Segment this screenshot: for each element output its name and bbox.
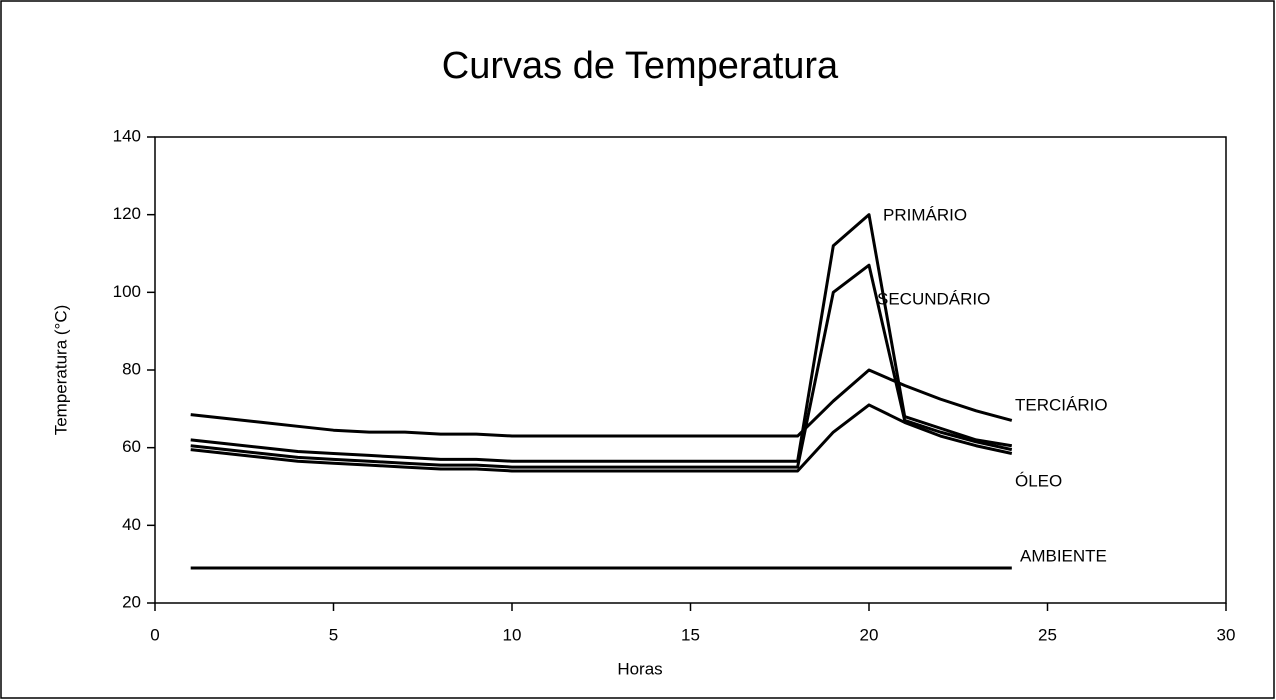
series-label: ÓLEO: [1015, 471, 1062, 490]
series-line: [190, 403, 1013, 473]
y-axis-label: Temperatura (°C): [51, 305, 70, 436]
y-tick-label: 80: [122, 359, 141, 378]
series-label: PRIMÁRIO: [883, 205, 967, 224]
series-label: AMBIENTE: [1020, 546, 1107, 565]
series-line: [190, 213, 1013, 463]
y-tick-label: 100: [113, 282, 141, 301]
x-tick-label: 20: [860, 625, 879, 644]
y-tick-label: 120: [113, 204, 141, 223]
plot-area: [154, 136, 1227, 604]
y-tick-label: 60: [122, 437, 141, 456]
x-tick-label: 15: [681, 625, 700, 644]
chart-title: Curvas de Temperatura: [442, 45, 839, 87]
series-line: [190, 368, 1013, 438]
x-tick-label: 0: [150, 625, 159, 644]
y-tick-label: 140: [113, 126, 141, 145]
x-tick-label: 10: [503, 625, 522, 644]
x-tick-label: 5: [329, 625, 338, 644]
y-tick-label: 20: [122, 592, 141, 611]
x-tick-label: 25: [1038, 625, 1057, 644]
series-label: SECUNDÁRIO: [877, 289, 990, 308]
x-tick-label: 30: [1217, 625, 1236, 644]
x-axis-label: Horas: [617, 659, 662, 678]
series-label: TERCIÁRIO: [1015, 395, 1108, 414]
y-tick-label: 40: [122, 515, 141, 534]
series-line: [190, 263, 1013, 469]
